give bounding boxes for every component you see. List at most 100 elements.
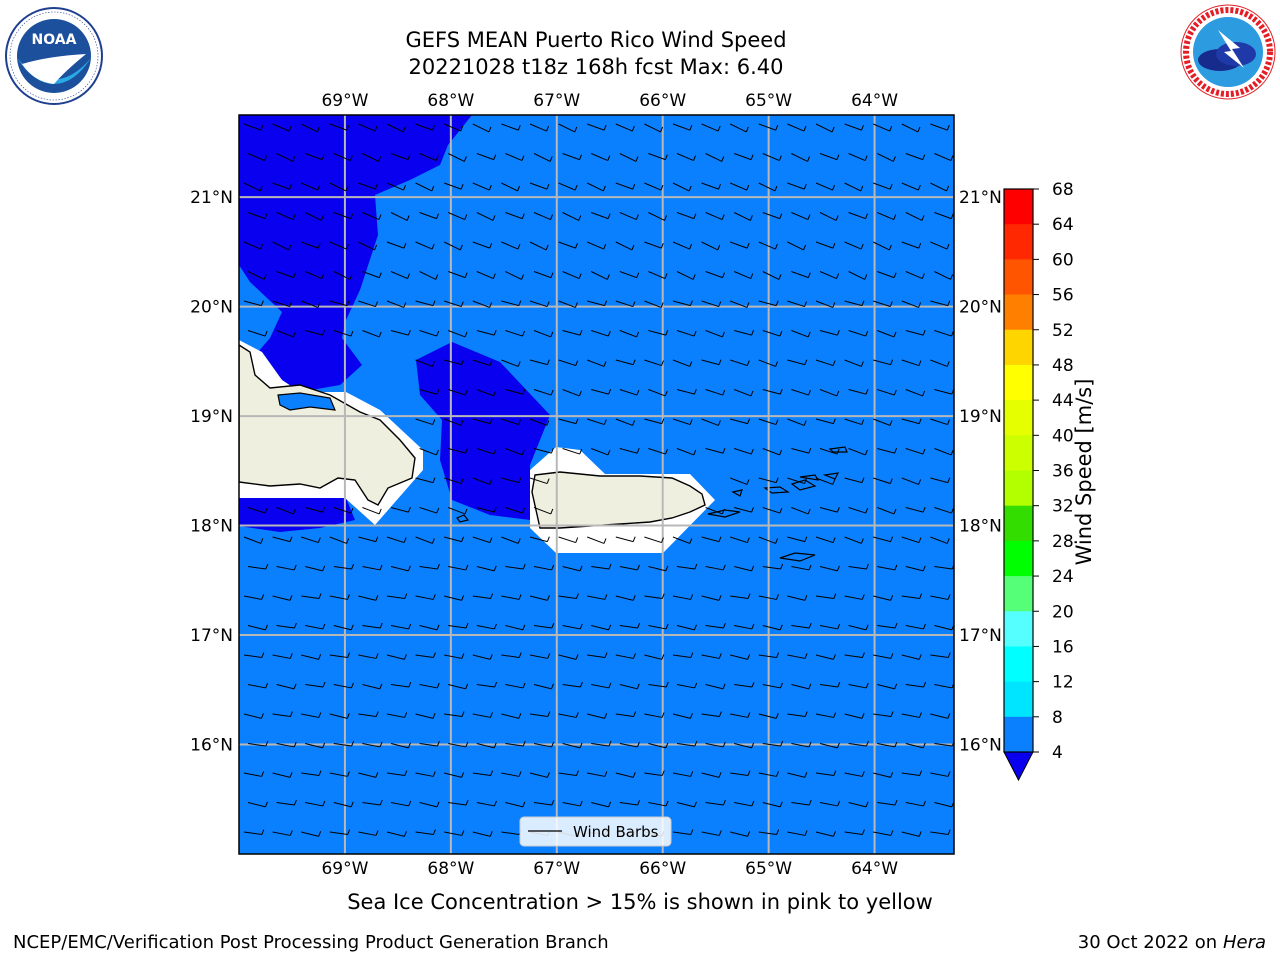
wind-barb xyxy=(390,212,410,221)
wind-barb xyxy=(305,623,326,630)
wind-barb xyxy=(444,182,464,190)
wind-barb xyxy=(844,359,864,367)
lon-tick-label-top: 68°W xyxy=(427,91,474,111)
wind-barb xyxy=(701,241,721,251)
colorbar-segment xyxy=(1004,329,1033,366)
wind-barb xyxy=(272,830,293,836)
wind-barb xyxy=(558,712,579,718)
wind-barb xyxy=(272,182,292,190)
wind-barb xyxy=(386,831,407,837)
wind-barb xyxy=(415,182,435,192)
wind-barb xyxy=(476,623,497,630)
wind-barb xyxy=(472,418,493,425)
wind-barb xyxy=(501,123,521,131)
wind-barb xyxy=(272,300,293,308)
wind-barb xyxy=(591,801,612,808)
wind-barb xyxy=(730,241,750,249)
wind-barb xyxy=(734,623,755,630)
wind-barb xyxy=(873,772,894,778)
lon-tick-label-bottom: 67°W xyxy=(533,859,580,879)
wind-barb xyxy=(791,564,812,571)
wind-barb xyxy=(676,448,697,456)
wind-barb xyxy=(901,477,922,485)
wind-barb xyxy=(329,241,349,250)
lat-tick-label-right: 21°N xyxy=(959,188,1002,208)
wind-barb xyxy=(701,536,722,543)
wind-barb xyxy=(472,241,493,249)
wind-barb xyxy=(815,536,836,544)
wind-barb xyxy=(648,565,669,572)
wind-barb xyxy=(529,123,550,132)
wind-barb xyxy=(701,359,722,366)
wind-barb xyxy=(358,241,378,251)
wind-barb xyxy=(533,447,554,454)
wind-barb xyxy=(672,182,692,192)
wind-barb xyxy=(648,271,668,279)
wind-barb xyxy=(734,329,755,336)
wind-barb xyxy=(444,653,465,659)
wind-barb xyxy=(819,448,840,455)
wind-barb xyxy=(448,683,469,690)
wind-barb xyxy=(787,359,808,366)
wind-barb xyxy=(476,681,498,688)
wind-barb xyxy=(276,564,297,571)
wind-barb xyxy=(930,829,951,836)
wind-barb xyxy=(876,153,896,162)
wind-barb xyxy=(529,418,550,426)
wind-barb xyxy=(758,594,779,600)
wind-barb xyxy=(590,271,610,280)
wind-barb xyxy=(872,241,892,251)
wind-barb xyxy=(558,123,578,133)
wind-barb xyxy=(419,740,440,747)
wind-barb xyxy=(787,830,808,836)
wind-barb xyxy=(873,595,894,601)
colorbar-segment xyxy=(1004,716,1033,753)
wind-barb xyxy=(762,682,783,689)
colorbar-segment xyxy=(1004,470,1033,507)
wind-barb xyxy=(758,652,780,659)
wind-barb xyxy=(448,447,469,454)
wind-barb xyxy=(930,652,951,659)
wind-barb xyxy=(305,271,325,279)
wind-barb xyxy=(358,300,378,308)
wind-barb xyxy=(873,123,893,132)
wind-barb xyxy=(848,507,869,514)
wind-barb xyxy=(848,330,869,337)
wind-barb xyxy=(615,182,636,190)
wind-barb xyxy=(304,212,324,221)
wind-barb xyxy=(472,536,493,544)
lon-tick-label-bottom: 66°W xyxy=(639,859,686,879)
wind-barb xyxy=(247,740,269,747)
wind-barb xyxy=(619,330,640,338)
wind-barb xyxy=(476,448,497,455)
low-wind-region-south xyxy=(239,498,355,532)
wind-barb xyxy=(815,241,836,249)
wind-barb xyxy=(476,800,497,807)
wind-barb xyxy=(648,329,669,336)
wind-barb xyxy=(758,123,779,131)
wind-barb xyxy=(390,681,412,688)
wind-barb xyxy=(358,123,378,132)
wind-barb xyxy=(930,771,951,777)
wind-barb xyxy=(444,536,465,543)
wind-barb xyxy=(787,123,807,132)
wind-barb xyxy=(791,683,812,690)
wind-barb xyxy=(758,477,779,484)
wind-barb xyxy=(562,329,583,336)
wind-barb xyxy=(444,418,464,426)
wind-barb xyxy=(301,593,322,600)
wind-barb xyxy=(701,300,722,308)
wind-barb xyxy=(705,564,726,571)
wind-barb xyxy=(762,801,783,808)
wind-barb xyxy=(844,594,865,600)
wind-barb xyxy=(619,564,640,571)
wind-barb xyxy=(529,359,550,366)
wind-barb xyxy=(934,212,954,220)
wind-barb xyxy=(305,800,326,807)
noaa-logo-text: NOAA xyxy=(32,32,77,48)
wind-barb xyxy=(701,418,721,426)
colorbar-tick-label: 64 xyxy=(1052,215,1074,235)
wind-barb xyxy=(501,477,522,484)
lon-tick-label-top: 69°W xyxy=(321,91,368,111)
wind-barb xyxy=(901,359,922,367)
